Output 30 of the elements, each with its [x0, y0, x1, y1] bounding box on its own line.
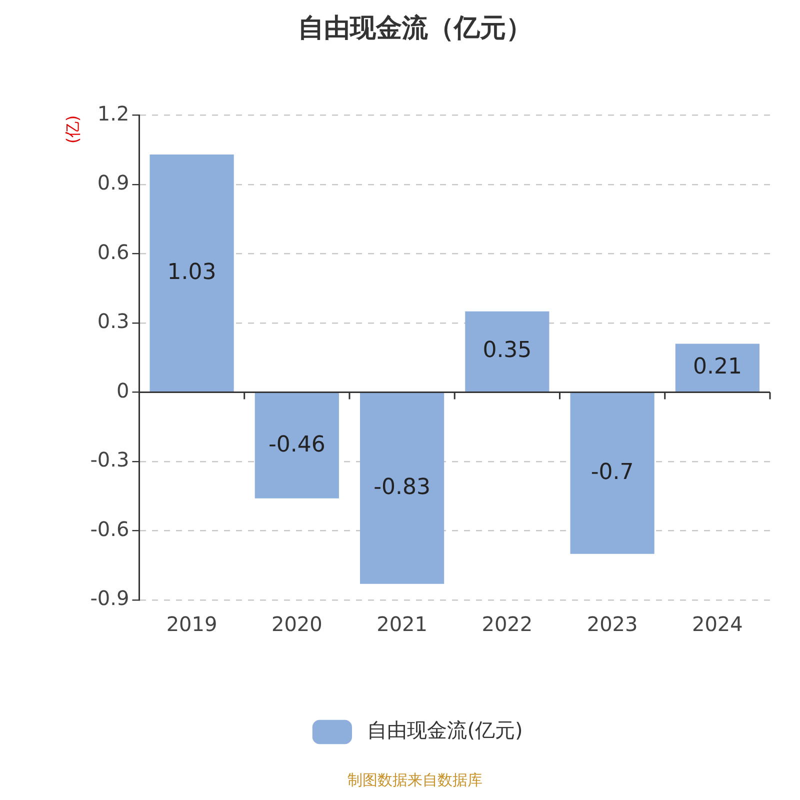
bar [465, 311, 550, 392]
text: 制图数据来自数据库 [348, 770, 482, 789]
x-tick-label: 2024 [692, 612, 743, 636]
x-tick-label: 2020 [271, 612, 322, 636]
y-tick-label: -0.3 [90, 448, 130, 472]
y-tick-label: -0.9 [90, 586, 130, 610]
y-tick-label: 0.3 [97, 309, 130, 334]
y-tick-label: 0.9 [97, 170, 130, 195]
y-tick-label: 1.2 [97, 101, 130, 126]
bar [360, 392, 444, 584]
x-tick-label: 2022 [482, 612, 533, 636]
data-label: -0.46 [268, 432, 326, 458]
bar [570, 392, 654, 554]
y-tick-label: 0 [116, 378, 130, 402]
data-label: -0.83 [374, 475, 431, 500]
bar [254, 392, 339, 498]
data-label: -0.7 [590, 460, 634, 486]
y-tick-label: -0.6 [90, 516, 130, 541]
chart-title: 自由现金流（亿元） [298, 13, 532, 44]
x-tick-label: 2021 [376, 612, 428, 636]
data-label: 0.35 [482, 338, 532, 364]
y-tick-label: 0.6 [97, 240, 130, 264]
legend-label: 自由现金流(亿元) [367, 718, 523, 742]
data-label: 0.21 [692, 354, 742, 380]
bar [675, 344, 760, 392]
x-tick-label: 2023 [586, 612, 638, 636]
data-label: 1.03 [167, 260, 216, 285]
x-tick-label: 2019 [166, 612, 218, 636]
bar [150, 154, 234, 392]
y-axis-title: (亿) [62, 115, 82, 144]
